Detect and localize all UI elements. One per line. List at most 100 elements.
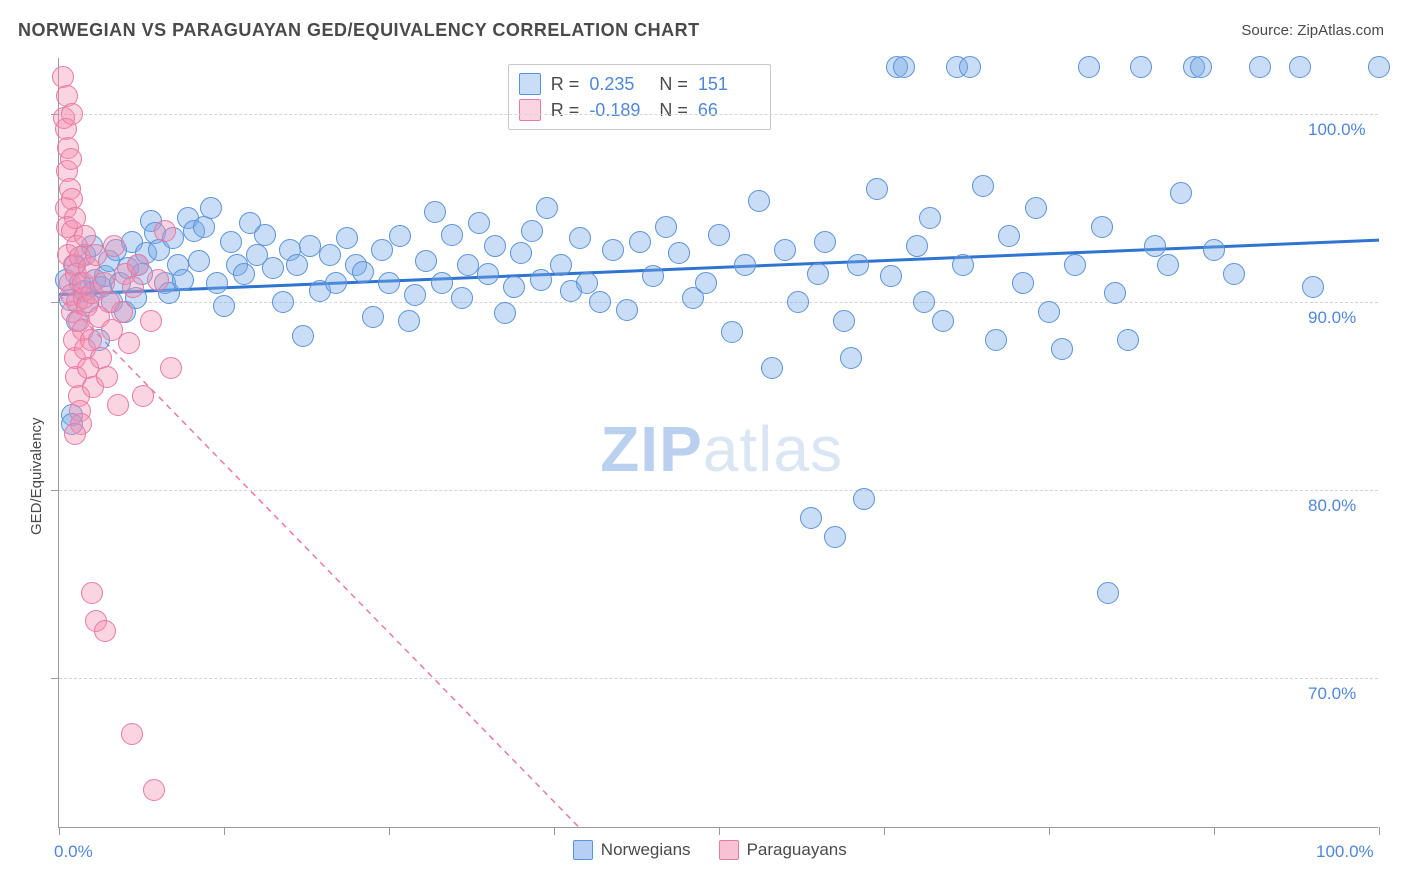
data-point — [96, 366, 118, 388]
data-point — [629, 231, 651, 253]
data-point — [1117, 329, 1139, 351]
x-tick — [1379, 827, 1380, 835]
data-point — [286, 254, 308, 276]
r-value: -0.189 — [589, 97, 649, 123]
data-point — [1064, 254, 1086, 276]
data-point — [299, 235, 321, 257]
legend-label: Paraguayans — [747, 840, 847, 860]
data-point — [494, 302, 516, 324]
x-max-label: 100.0% — [1316, 842, 1374, 862]
data-point — [468, 212, 490, 234]
data-point — [352, 261, 374, 283]
n-label: N = — [659, 71, 688, 97]
data-point — [913, 291, 935, 313]
data-point — [404, 284, 426, 306]
data-point — [484, 235, 506, 257]
data-point — [1157, 254, 1179, 276]
data-point — [521, 220, 543, 242]
data-point — [510, 242, 532, 264]
data-point — [1097, 582, 1119, 604]
x-tick — [554, 827, 555, 835]
gridline — [59, 114, 1378, 115]
data-point — [103, 235, 125, 257]
data-point — [336, 227, 358, 249]
data-point — [1025, 197, 1047, 219]
data-point — [616, 299, 638, 321]
trend-line — [59, 295, 653, 828]
data-point — [431, 272, 453, 294]
x-tick — [884, 827, 885, 835]
legend-swatch — [519, 99, 541, 121]
data-point — [1091, 216, 1113, 238]
data-point — [1289, 56, 1311, 78]
data-point — [254, 224, 276, 246]
data-point — [695, 272, 717, 294]
data-point — [853, 488, 875, 510]
x-tick — [224, 827, 225, 835]
data-point — [200, 197, 222, 219]
gridline — [59, 678, 1378, 679]
legend-stats-box: R =0.235N =151R =-0.189N =66 — [508, 64, 771, 130]
data-point — [1368, 56, 1390, 78]
legend-item: Norwegians — [573, 840, 691, 860]
gridline — [59, 302, 1378, 303]
data-point — [147, 269, 169, 291]
data-point — [569, 227, 591, 249]
data-point — [721, 321, 743, 343]
data-point — [118, 332, 140, 354]
data-point — [847, 254, 869, 276]
legend-label: Norwegians — [601, 840, 691, 860]
data-point — [906, 235, 928, 257]
x-tick — [59, 827, 60, 835]
data-point — [233, 263, 255, 285]
data-point — [441, 224, 463, 246]
data-point — [389, 225, 411, 247]
watermark-light: atlas — [703, 413, 843, 485]
data-point — [602, 239, 624, 261]
data-point — [985, 329, 1007, 351]
legend-swatch — [519, 73, 541, 95]
legend-swatch — [573, 840, 593, 860]
data-point — [642, 265, 664, 287]
source-link[interactable]: ZipAtlas.com — [1297, 22, 1384, 39]
data-point — [787, 291, 809, 313]
chart-container: NORWEGIAN VS PARAGUAYAN GED/EQUIVALENCY … — [0, 0, 1406, 892]
data-point — [272, 291, 294, 313]
data-point — [362, 306, 384, 328]
data-point — [325, 272, 347, 294]
x-tick — [1049, 827, 1050, 835]
watermark: ZIPatlas — [600, 412, 843, 486]
y-tick — [51, 678, 59, 679]
data-point — [213, 295, 235, 317]
data-point — [824, 526, 846, 548]
data-point — [81, 582, 103, 604]
n-value: 66 — [698, 97, 758, 123]
legend-bottom: Norwegians Paraguayans — [573, 840, 847, 860]
data-point — [132, 385, 154, 407]
data-point — [378, 272, 400, 294]
data-point — [536, 197, 558, 219]
legend-stats-row: R =0.235N =151 — [519, 71, 758, 97]
data-point — [127, 254, 149, 276]
data-point — [477, 263, 499, 285]
data-point — [708, 224, 730, 246]
data-point — [550, 254, 572, 276]
data-point — [1302, 276, 1324, 298]
data-point — [530, 269, 552, 291]
data-point — [398, 310, 420, 332]
data-point — [503, 276, 525, 298]
data-point — [919, 207, 941, 229]
data-point — [424, 201, 446, 223]
data-point — [959, 56, 981, 78]
data-point — [1249, 56, 1271, 78]
data-point — [972, 175, 994, 197]
x-tick — [1214, 827, 1215, 835]
data-point — [840, 347, 862, 369]
data-point — [143, 779, 165, 801]
source-attribution: Source: ZipAtlas.com — [1241, 22, 1384, 39]
data-point — [1223, 263, 1245, 285]
data-point — [121, 723, 143, 745]
data-point — [932, 310, 954, 332]
x-tick — [719, 827, 720, 835]
x-min-label: 0.0% — [54, 842, 93, 862]
